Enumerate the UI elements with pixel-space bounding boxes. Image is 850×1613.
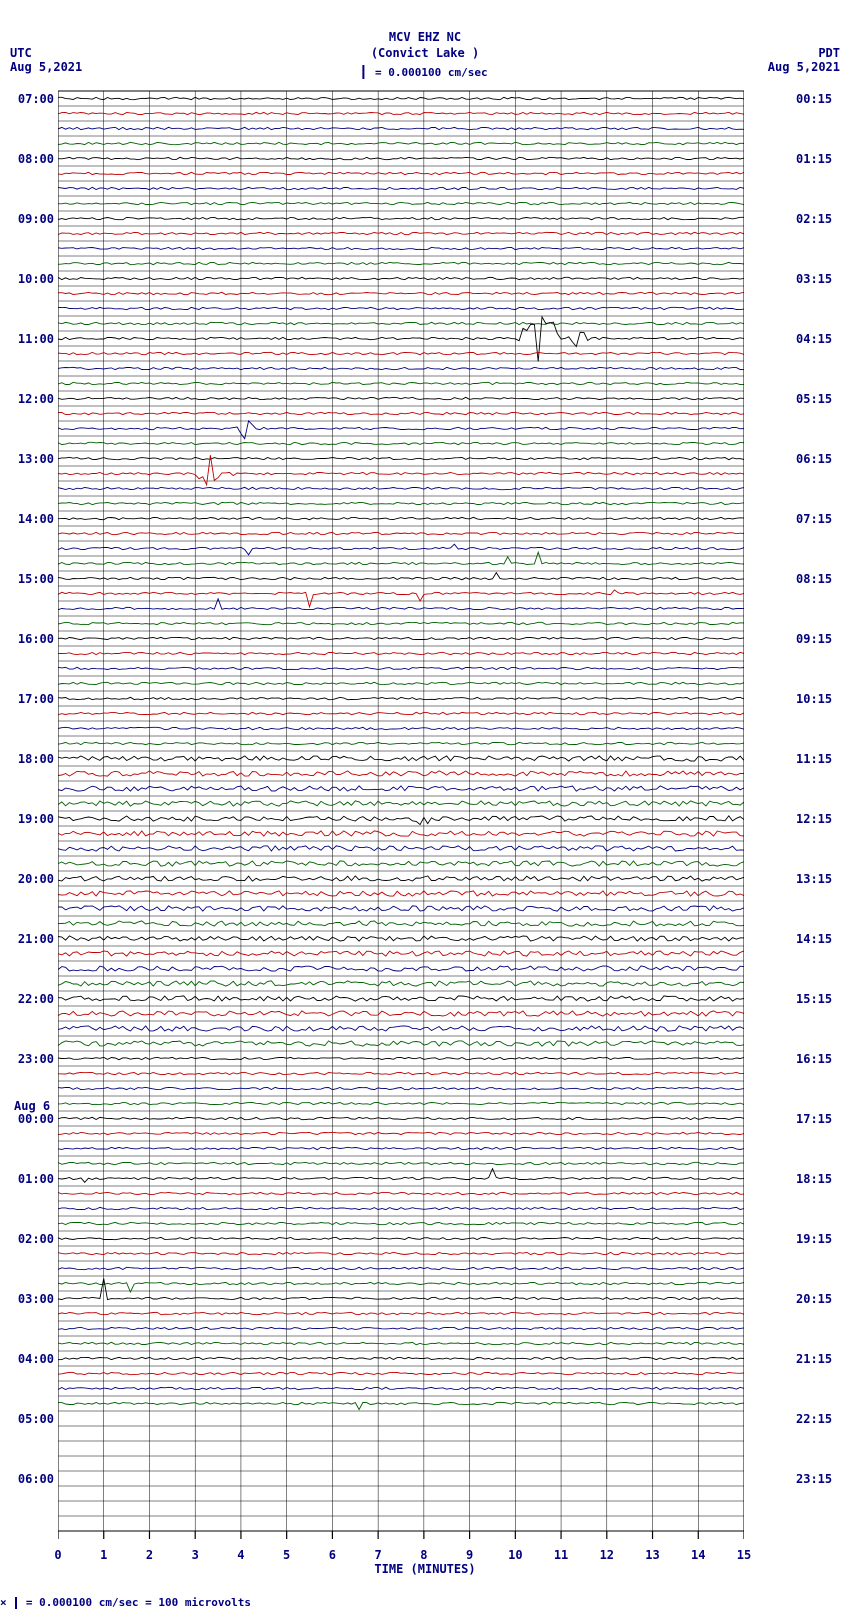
utc-hour-label: 00:00 [10, 1112, 54, 1126]
footer-prefix: × [0, 1596, 7, 1609]
tz-left-date: Aug 5,2021 [10, 60, 82, 74]
pdt-hour-label: 15:15 [796, 992, 840, 1006]
pdt-hour-label: 13:15 [796, 872, 840, 886]
pdt-hour-label: 03:15 [796, 272, 840, 286]
utc-hour-label: 20:00 [10, 872, 54, 886]
x-tick-label: 5 [283, 1548, 290, 1562]
x-tick-label: 1 [100, 1548, 107, 1562]
pdt-hour-label: 11:15 [796, 752, 840, 766]
x-tick-label: 6 [329, 1548, 336, 1562]
utc-hour-label: 15:00 [10, 572, 54, 586]
pdt-hour-label: 01:15 [796, 152, 840, 166]
utc-hour-label: 08:00 [10, 152, 54, 166]
utc-hour-label: 04:00 [10, 1352, 54, 1366]
x-tick-label: 4 [237, 1548, 244, 1562]
utc-hour-label: 05:00 [10, 1412, 54, 1426]
x-axis-title: TIME (MINUTES) [374, 1562, 475, 1576]
pdt-hour-label: 00:15 [796, 92, 840, 106]
pdt-hour-label: 20:15 [796, 1292, 840, 1306]
tz-left-label: UTC [10, 46, 82, 60]
pdt-hour-label: 09:15 [796, 632, 840, 646]
utc-hour-label: 14:00 [10, 512, 54, 526]
x-tick-label: 11 [554, 1548, 568, 1562]
utc-hour-label: 01:00 [10, 1172, 54, 1186]
pdt-hour-label: 18:15 [796, 1172, 840, 1186]
utc-hour-label: 21:00 [10, 932, 54, 946]
seismogram-chart [58, 86, 744, 1558]
pdt-hour-label: 16:15 [796, 1052, 840, 1066]
pdt-hour-label: 05:15 [796, 392, 840, 406]
pdt-hour-label: 23:15 [796, 1472, 840, 1486]
header: MCV EHZ NC (Convict Lake ) [0, 30, 850, 60]
pdt-hour-label: 02:15 [796, 212, 840, 226]
pdt-hour-label: 21:15 [796, 1352, 840, 1366]
station-location: (Convict Lake ) [0, 46, 850, 60]
pdt-hour-label: 19:15 [796, 1232, 840, 1246]
utc-hour-label: 22:00 [10, 992, 54, 1006]
station-id: MCV EHZ NC [0, 30, 850, 44]
scale-bar-icon [362, 65, 364, 79]
utc-hour-label: 16:00 [10, 632, 54, 646]
x-tick-label: 13 [645, 1548, 659, 1562]
pdt-hour-label: 17:15 [796, 1112, 840, 1126]
utc-hour-label: 02:00 [10, 1232, 54, 1246]
x-tick-label: 0 [54, 1548, 61, 1562]
utc-hour-label: 07:00 [10, 92, 54, 106]
tz-right-block: PDT Aug 5,2021 [768, 46, 840, 74]
utc-hour-label: 13:00 [10, 452, 54, 466]
footer-scale: × = 0.000100 cm/sec = 100 microvolts [0, 1596, 251, 1609]
pdt-hour-label: 22:15 [796, 1412, 840, 1426]
x-tick-label: 15 [737, 1548, 751, 1562]
x-tick-label: 14 [691, 1548, 705, 1562]
tz-left-block: UTC Aug 5,2021 [10, 46, 82, 74]
x-tick-label: 8 [420, 1548, 427, 1562]
pdt-hour-label: 04:15 [796, 332, 840, 346]
utc-hour-label: 11:00 [10, 332, 54, 346]
footer-scale-text: = 0.000100 cm/sec = 100 microvolts [26, 1596, 251, 1609]
tz-right-label: PDT [768, 46, 840, 60]
pdt-hour-label: 08:15 [796, 572, 840, 586]
pdt-hour-label: 07:15 [796, 512, 840, 526]
pdt-hour-label: 10:15 [796, 692, 840, 706]
tz-right-date: Aug 5,2021 [768, 60, 840, 74]
x-tick-label: 7 [375, 1548, 382, 1562]
utc-hour-label: 19:00 [10, 812, 54, 826]
x-tick-label: 10 [508, 1548, 522, 1562]
x-tick-label: 9 [466, 1548, 473, 1562]
pdt-hour-label: 12:15 [796, 812, 840, 826]
utc-hour-label: 03:00 [10, 1292, 54, 1306]
x-tick-label: 2 [146, 1548, 153, 1562]
pdt-hour-label: 06:15 [796, 452, 840, 466]
seismogram-container: MCV EHZ NC (Convict Lake ) = 0.000100 cm… [0, 0, 850, 1613]
x-tick-label: 12 [600, 1548, 614, 1562]
utc-hour-label: 09:00 [10, 212, 54, 226]
scale-text: = 0.000100 cm/sec [375, 66, 488, 79]
utc-hour-label: 12:00 [10, 392, 54, 406]
x-tick-label: 3 [192, 1548, 199, 1562]
scale-indicator: = 0.000100 cm/sec [362, 66, 487, 80]
utc-hour-label: 17:00 [10, 692, 54, 706]
footer-bar-icon [15, 1597, 17, 1609]
utc-hour-label: 10:00 [10, 272, 54, 286]
day-change-label: Aug 6 [14, 1099, 50, 1113]
utc-hour-label: 23:00 [10, 1052, 54, 1066]
utc-hour-label: 06:00 [10, 1472, 54, 1486]
pdt-hour-label: 14:15 [796, 932, 840, 946]
utc-hour-label: 18:00 [10, 752, 54, 766]
